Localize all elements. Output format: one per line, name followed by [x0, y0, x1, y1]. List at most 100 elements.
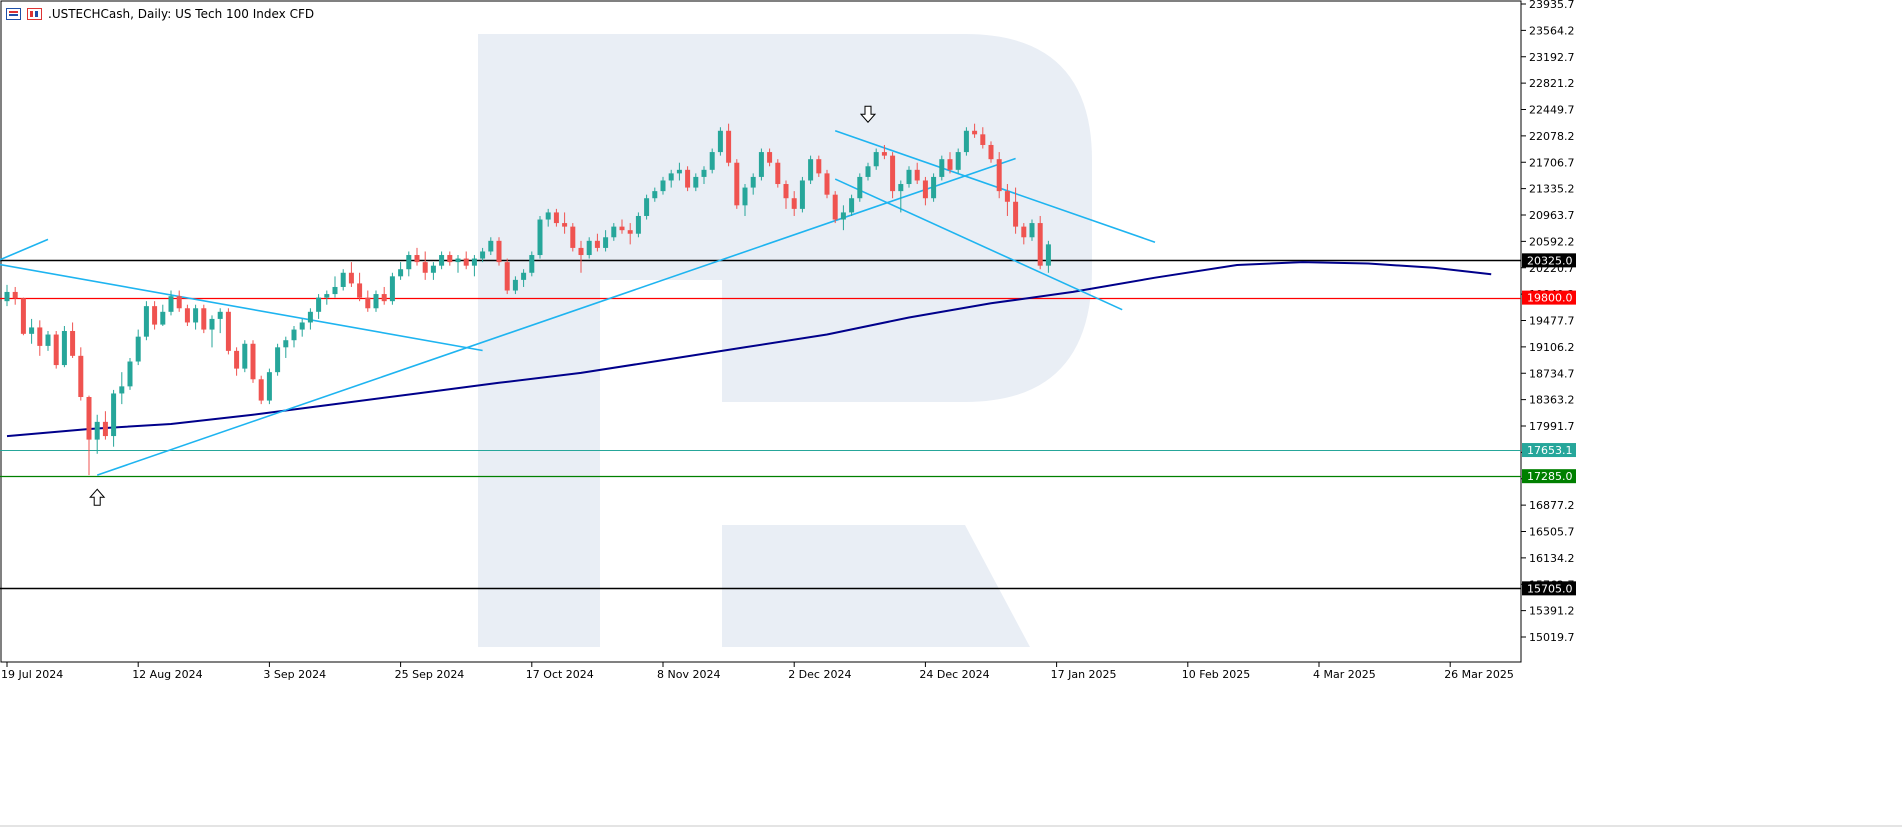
arrow-down-icon: [859, 105, 877, 124]
y-tick-label: 19106.2: [1529, 341, 1575, 354]
candle: [102, 411, 108, 440]
candle-body: [373, 294, 379, 309]
trendline-2: [0, 238, 49, 261]
candle-body: [1045, 244, 1051, 266]
chart-window-icon[interactable]: [6, 8, 21, 20]
arrow-markers: [89, 105, 877, 506]
candle-body: [922, 180, 928, 199]
candle: [61, 326, 67, 368]
x-tick-label: 3 Sep 2024: [263, 668, 326, 681]
candle: [840, 205, 846, 231]
candle: [693, 173, 699, 192]
candle-body: [184, 308, 190, 323]
candle-body: [619, 226, 625, 231]
chart-type-icon[interactable]: [27, 8, 42, 20]
candle: [234, 347, 240, 376]
candle: [127, 357, 133, 390]
candle-body: [4, 291, 10, 302]
y-tick-label: 17991.7: [1529, 420, 1575, 433]
candle: [463, 251, 469, 270]
x-tick-label: 2 Dec 2024: [788, 668, 851, 681]
price-axis[interactable]: 23935.7 23564.2 23192.7 22821.2 22449.7 22078…: [1521, 0, 1576, 644]
level-price-box-current: [1522, 443, 1576, 458]
candle: [209, 315, 215, 348]
candle-body: [914, 169, 920, 181]
y-tick-label: 23935.7: [1529, 0, 1575, 11]
candle: [660, 176, 666, 195]
candle-body: [168, 296, 174, 312]
candle-body: [381, 294, 387, 302]
candle: [1013, 187, 1019, 234]
candle: [652, 187, 658, 202]
candle: [955, 148, 961, 174]
trendline-4: [834, 130, 1156, 243]
candle: [348, 262, 354, 287]
candle: [832, 191, 838, 224]
candle: [78, 347, 84, 401]
y-tick-label: 22449.7: [1529, 104, 1575, 117]
candle-body: [45, 334, 51, 346]
chart-header: .USTECHCash, Daily: US Tech 100 Index CF…: [6, 4, 314, 24]
candle-body: [537, 219, 543, 256]
plot-border: [0, 0, 1522, 663]
candle-body: [824, 173, 830, 195]
candle: [988, 141, 994, 163]
candle-body: [102, 421, 108, 437]
candle: [275, 343, 281, 376]
candle: [4, 284, 10, 307]
candle-body: [955, 152, 961, 170]
candle: [299, 318, 305, 337]
candle: [45, 330, 51, 351]
candle-body: [668, 173, 674, 181]
time-axis[interactable]: 19 Jul 2024 12 Aug 2024 3 Sep 2024 25 Sep 2…: [1, 662, 1514, 681]
candle: [266, 368, 272, 405]
candle: [791, 191, 797, 216]
y-tick-label: 21335.2: [1529, 183, 1575, 196]
candle: [512, 276, 518, 295]
y-tick-label: 15391.2: [1529, 605, 1575, 618]
y-tick-label: 23192.7: [1529, 51, 1575, 64]
candle: [1037, 215, 1043, 270]
candle-body: [742, 187, 748, 206]
candle-body: [521, 272, 527, 280]
candle-body: [849, 198, 855, 213]
candle: [496, 237, 502, 266]
candle: [324, 290, 330, 305]
candle: [283, 336, 289, 358]
candles: [4, 123, 1051, 476]
candle: [365, 290, 371, 312]
candle-body: [78, 355, 84, 398]
candle: [20, 297, 26, 336]
candle: [439, 251, 445, 270]
candle: [816, 155, 822, 177]
candle: [898, 180, 904, 213]
candle: [447, 251, 453, 266]
candle-body: [234, 350, 240, 369]
candle-body: [685, 169, 691, 188]
candle: [824, 169, 830, 199]
candle-body: [152, 306, 158, 325]
y-tick-label: 20963.7: [1529, 209, 1575, 222]
y-tick-label: 21706.7: [1529, 156, 1575, 169]
arrow-up-icon: [89, 488, 106, 506]
candle-body: [832, 194, 838, 220]
candle: [521, 269, 527, 287]
x-tick-label: 24 Dec 2024: [919, 668, 989, 681]
candle: [783, 180, 789, 209]
candle-body: [611, 226, 617, 238]
candle-body: [881, 152, 887, 156]
candle-body: [135, 336, 141, 362]
candle: [873, 148, 879, 170]
candle: [225, 308, 231, 355]
candle-body: [767, 152, 773, 163]
candle: [250, 340, 256, 383]
candle-body: [635, 215, 641, 234]
candle-body: [37, 327, 43, 346]
candle: [152, 301, 158, 330]
candle-body: [1004, 191, 1010, 202]
candle-body: [430, 265, 436, 273]
trendline-5: [834, 178, 1123, 311]
